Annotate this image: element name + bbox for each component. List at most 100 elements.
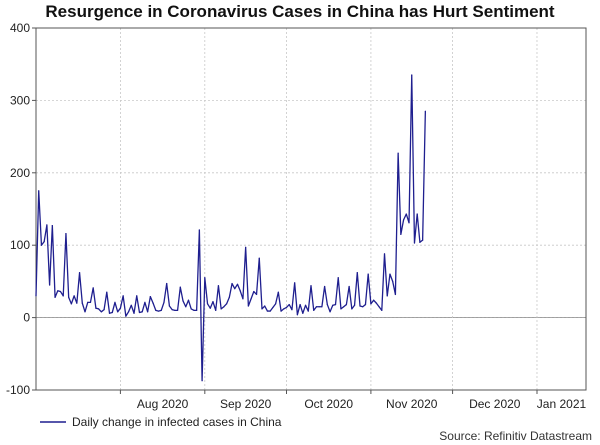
data-point bbox=[100, 311, 102, 313]
data-point bbox=[343, 306, 345, 308]
data-point bbox=[76, 302, 78, 304]
data-point bbox=[313, 309, 315, 311]
data-point bbox=[168, 305, 171, 307]
data-point bbox=[68, 296, 70, 298]
data-point bbox=[141, 311, 143, 313]
data-point bbox=[122, 295, 124, 297]
data-point bbox=[318, 306, 320, 308]
data-point bbox=[326, 303, 328, 306]
data-point bbox=[51, 225, 53, 227]
data-point bbox=[78, 272, 81, 274]
data-point bbox=[345, 303, 347, 306]
legend-label: Daily change in infected cases in China bbox=[72, 415, 282, 429]
data-point bbox=[288, 303, 290, 306]
data-point bbox=[381, 309, 383, 311]
data-point bbox=[43, 240, 45, 243]
data-point bbox=[255, 293, 258, 296]
data-point bbox=[236, 283, 239, 285]
data-point bbox=[114, 301, 116, 303]
data-point bbox=[89, 301, 92, 303]
data-point bbox=[291, 309, 293, 311]
data-point bbox=[138, 311, 141, 314]
data-point bbox=[190, 308, 192, 310]
data-point bbox=[245, 246, 247, 248]
data-point bbox=[155, 309, 157, 311]
data-point bbox=[367, 273, 369, 275]
data-point bbox=[225, 303, 228, 305]
data-point bbox=[179, 286, 181, 288]
data-point bbox=[334, 303, 337, 306]
data-point bbox=[332, 304, 334, 306]
data-point bbox=[87, 301, 89, 303]
data-point bbox=[127, 311, 130, 313]
data-point bbox=[351, 308, 353, 310]
data-point bbox=[212, 301, 214, 303]
data-point bbox=[144, 301, 146, 303]
grid-lines bbox=[36, 27, 586, 391]
data-point bbox=[324, 285, 326, 288]
data-point bbox=[38, 190, 40, 192]
data-point bbox=[337, 277, 339, 279]
data-point bbox=[217, 285, 220, 287]
data-point bbox=[209, 307, 211, 309]
data-point bbox=[386, 295, 388, 297]
data-point bbox=[275, 303, 277, 305]
data-point bbox=[348, 285, 350, 288]
data-point bbox=[160, 309, 162, 311]
data-point bbox=[106, 291, 108, 293]
data-point bbox=[310, 285, 312, 287]
data-point bbox=[411, 74, 413, 76]
data-point bbox=[125, 315, 127, 317]
x-tick-label: Jan 2021 bbox=[537, 397, 587, 411]
data-point bbox=[383, 253, 386, 255]
x-tick-label: Oct 2020 bbox=[304, 397, 353, 411]
data-point bbox=[239, 290, 241, 292]
data-point bbox=[136, 295, 138, 297]
data-point bbox=[253, 290, 255, 293]
data-point bbox=[416, 213, 418, 215]
data-point bbox=[117, 311, 119, 313]
y-axis-ticks: -100 0 100 200 300 400 bbox=[6, 21, 36, 397]
data-point bbox=[231, 282, 233, 285]
data-point bbox=[223, 306, 225, 308]
data-point bbox=[247, 305, 249, 307]
data-point bbox=[73, 295, 75, 297]
data-point bbox=[402, 219, 405, 221]
y-tick-label: 300 bbox=[10, 93, 30, 107]
data-point bbox=[220, 308, 222, 310]
data-point bbox=[92, 287, 94, 289]
data-point bbox=[108, 312, 111, 314]
data-point bbox=[49, 284, 51, 286]
data-point bbox=[59, 290, 62, 293]
data-point bbox=[277, 291, 279, 293]
data-point bbox=[353, 304, 356, 306]
data-point bbox=[81, 302, 83, 304]
data-point bbox=[62, 295, 64, 297]
data-point bbox=[408, 222, 410, 224]
data-point bbox=[166, 282, 168, 285]
y-tick-label: 200 bbox=[10, 166, 30, 180]
data-point bbox=[321, 306, 323, 308]
data-point bbox=[307, 310, 309, 312]
data-point bbox=[304, 304, 307, 306]
data-point bbox=[400, 233, 402, 235]
data-point bbox=[422, 239, 424, 241]
data-point bbox=[103, 309, 105, 311]
data-point bbox=[296, 314, 298, 316]
data-point bbox=[269, 310, 271, 312]
data-point bbox=[111, 311, 113, 314]
data-point bbox=[405, 213, 407, 215]
data-point bbox=[413, 242, 416, 244]
x-tick-label: Dec 2020 bbox=[469, 397, 521, 411]
x-axis-ticks: Aug 2020 Sep 2020 Oct 2020 Nov 2020 Dec 2020… bbox=[119, 390, 587, 411]
data-point bbox=[130, 304, 132, 306]
source-note: Source: Refinitiv Datastream bbox=[439, 429, 592, 443]
data-point bbox=[362, 306, 364, 308]
data-point bbox=[57, 290, 59, 292]
data-point bbox=[258, 257, 260, 259]
data-point bbox=[264, 305, 266, 307]
data-point bbox=[364, 303, 367, 306]
series-line bbox=[35, 74, 427, 382]
legend: Daily change in infected cases in China bbox=[40, 415, 282, 429]
data-point bbox=[201, 379, 203, 382]
